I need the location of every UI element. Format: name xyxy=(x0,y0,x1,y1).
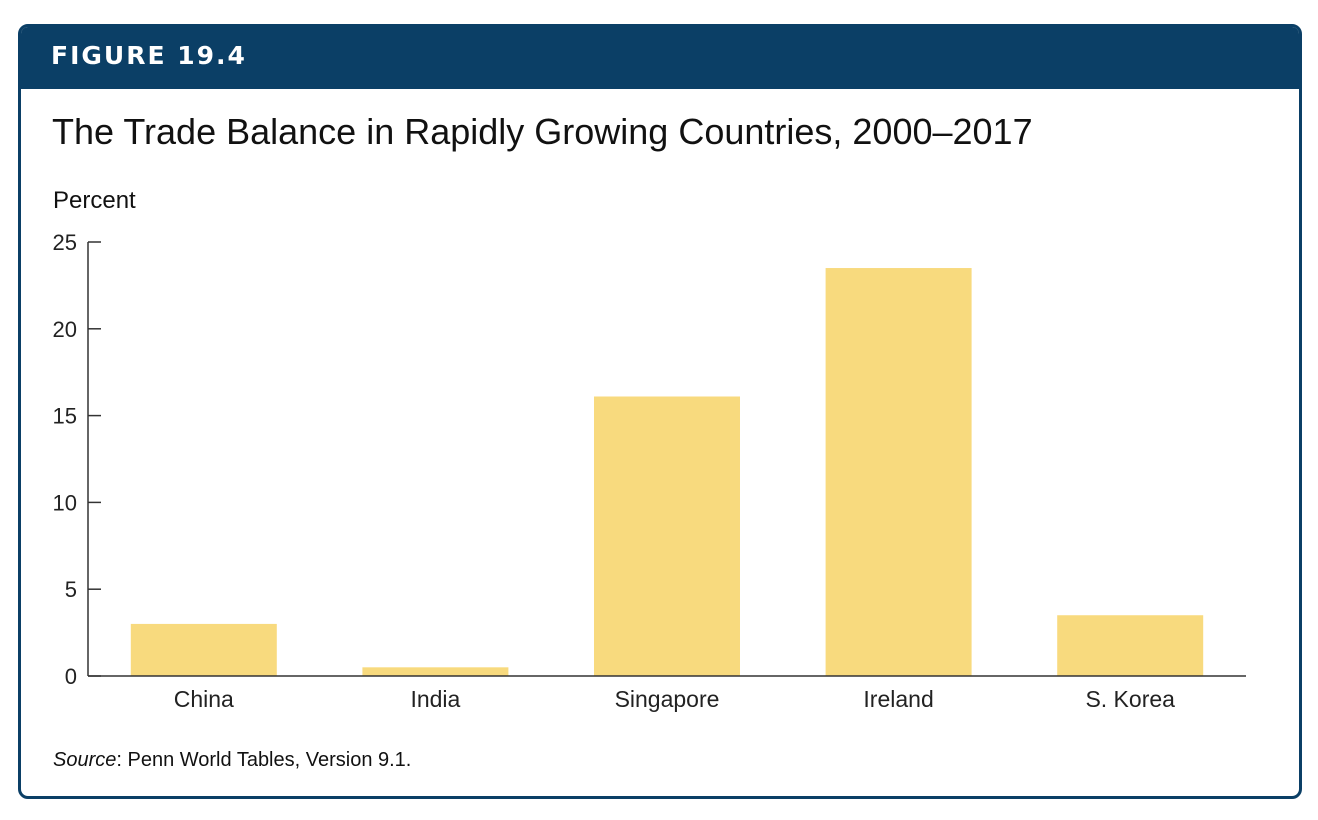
bar-china xyxy=(130,623,277,676)
bar-ireland xyxy=(825,268,972,676)
figure-header: FIGURE 19.4 xyxy=(21,27,1299,89)
bar-s-korea xyxy=(1057,615,1204,676)
source-text: : Penn World Tables, Version 9.1. xyxy=(116,749,412,771)
bar-chart: China India Singapore Ireland S. Korea 0 5 10 15… xyxy=(53,230,1246,712)
source-prefix: Source xyxy=(53,749,117,771)
x-tick-label: Ireland xyxy=(863,686,933,712)
y-tick-label: 20 xyxy=(53,317,77,342)
source-note: Source: Penn World Tables, Version 9.1. xyxy=(53,749,411,772)
bar-singapore xyxy=(594,396,740,676)
y-tick-label: 5 xyxy=(65,577,77,602)
chart-title: The Trade Balance in Rapidly Growing Cou… xyxy=(52,111,1033,152)
x-tick-label: India xyxy=(410,686,460,712)
y-tick-label: 10 xyxy=(53,490,77,515)
figure-label: FIGURE 19.4 xyxy=(51,41,247,70)
y-tick-label: 0 xyxy=(65,664,77,689)
y-tick-label: 25 xyxy=(53,230,77,255)
bar-india xyxy=(362,667,509,676)
figure-frame: FIGURE 19.4 The Trade Balance in Rapidly… xyxy=(18,24,1302,799)
y-axis-label: Percent xyxy=(53,187,136,214)
y-tick-label: 15 xyxy=(53,404,77,429)
x-tick-label: China xyxy=(174,686,234,712)
x-tick-label: Singapore xyxy=(615,686,720,712)
x-tick-label: S. Korea xyxy=(1085,686,1175,712)
